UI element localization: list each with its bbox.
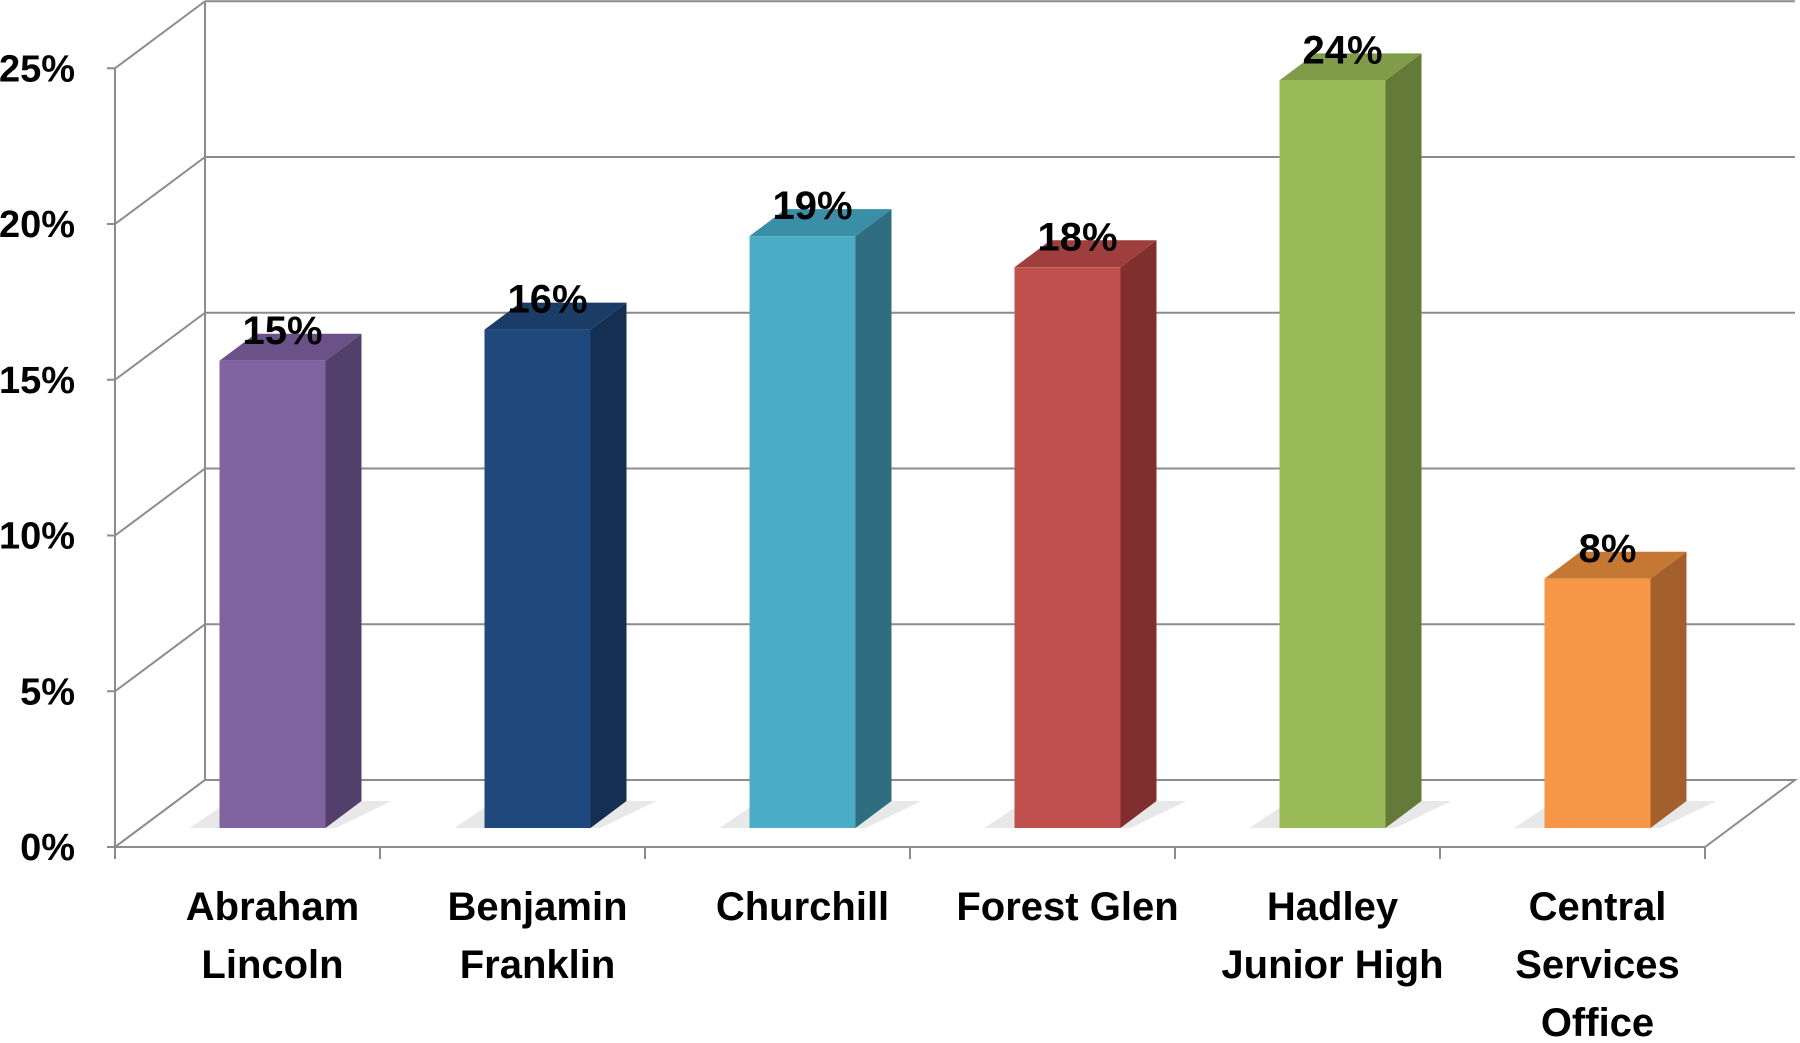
gridline-side [114, 156, 206, 225]
bar-top [484, 302, 627, 330]
y-tick-label: 15% [0, 360, 75, 402]
y-tick-label: 25% [0, 48, 75, 90]
x-tick-label-line: Services [1515, 943, 1680, 987]
x-tick-label: Benjamin Franklin [447, 885, 627, 987]
x-tick-label: Churchill [716, 885, 889, 929]
data-label: 15% [242, 309, 322, 353]
x-tick-label-line: Churchill [716, 885, 889, 929]
bar-side [1120, 240, 1157, 829]
bar [219, 360, 326, 828]
x-tick-label-line: Central [1529, 885, 1667, 929]
bar-top [1014, 240, 1157, 268]
data-label: 8% [1579, 527, 1637, 571]
bar-top [1544, 551, 1687, 579]
bar [1279, 80, 1386, 828]
data-label: 18% [1037, 215, 1117, 259]
gridline-side [114, 311, 206, 381]
gridline-side [114, 467, 206, 537]
data-label: 24% [1302, 28, 1382, 72]
gridline-side [114, 623, 206, 693]
bar-top [1279, 53, 1422, 81]
x-tick-label: Abraham Lincoln [186, 885, 359, 987]
x-tick-label-line: Forest Glen [956, 885, 1178, 929]
x-tick-label-line: Office [1541, 1001, 1654, 1043]
bar-top [749, 209, 892, 237]
bar-side [325, 333, 362, 828]
x-tick-label-line: Lincoln [201, 943, 343, 987]
x-tick-label-line: Benjamin [447, 885, 627, 929]
bar [1014, 267, 1121, 828]
x-tick-label-line: Junior High [1221, 943, 1443, 987]
data-label: 16% [507, 278, 587, 322]
y-tick-label: 0% [20, 827, 75, 869]
bar-side [1650, 551, 1687, 828]
x-tick-label: Hadley Junior High [1221, 885, 1443, 987]
x-tick-label-line: Abraham [186, 885, 359, 929]
y-tick-label: 10% [0, 516, 75, 558]
bar-side [590, 302, 627, 829]
gridline-side [114, 0, 206, 70]
y-tick-label: 20% [0, 204, 75, 246]
bar [749, 236, 856, 828]
data-label: 19% [772, 184, 852, 228]
x-tick-label: Forest Glen [956, 885, 1178, 929]
bar [1544, 578, 1651, 828]
bar-top [219, 333, 362, 361]
bar-side [1385, 53, 1422, 828]
y-tick-label: 5% [20, 671, 75, 713]
x-tick-label: Central Services Office [1515, 885, 1680, 1043]
x-tick-label-line: Franklin [460, 943, 616, 987]
bar [484, 329, 591, 828]
x-tick-label-line: Hadley [1267, 885, 1399, 929]
bar-side [855, 209, 892, 828]
